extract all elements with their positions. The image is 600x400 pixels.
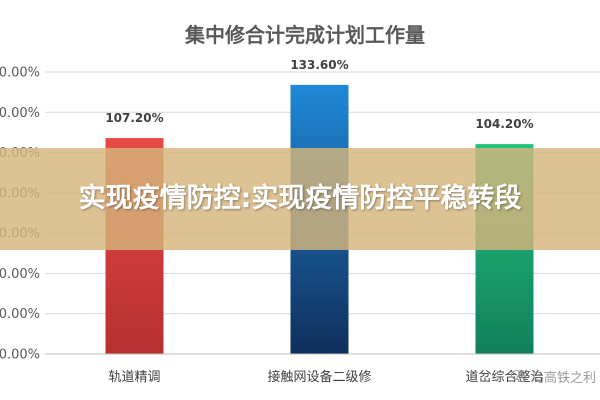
y-tick-label: 0.00% — [0, 348, 40, 363]
overlay-banner-text: 实现疫情防控:实现疫情防控平稳转段 — [78, 183, 522, 214]
y-tick-label: 120.00% — [0, 106, 40, 121]
watermark-text: 乌高铁之利 — [530, 371, 596, 386]
category-labels: 轨道精调 接触网设备二级修 道岔综合整治 — [108, 369, 543, 385]
wechat-icon — [510, 370, 527, 383]
watermark: 乌高铁之利 — [510, 367, 596, 386]
category-label-2: 接触网设备二级修 — [267, 369, 371, 385]
category-label-1: 轨道精调 — [108, 370, 160, 385]
data-label-1: 107.20% — [105, 111, 163, 125]
data-label-3: 104.20% — [475, 117, 533, 131]
y-tick-label: 20.00% — [0, 307, 40, 322]
overlay-banner: 实现疫情防控:实现疫情防控平稳转段 — [0, 148, 600, 250]
y-tick-label: 40.00% — [0, 267, 40, 282]
data-label-2: 133.60% — [290, 58, 348, 72]
data-labels: 107.20% 133.60% 104.20% — [105, 58, 533, 131]
chart-title: 集中修合计完成计划工作量 — [184, 23, 425, 47]
y-tick-label: 140.00% — [0, 66, 40, 81]
